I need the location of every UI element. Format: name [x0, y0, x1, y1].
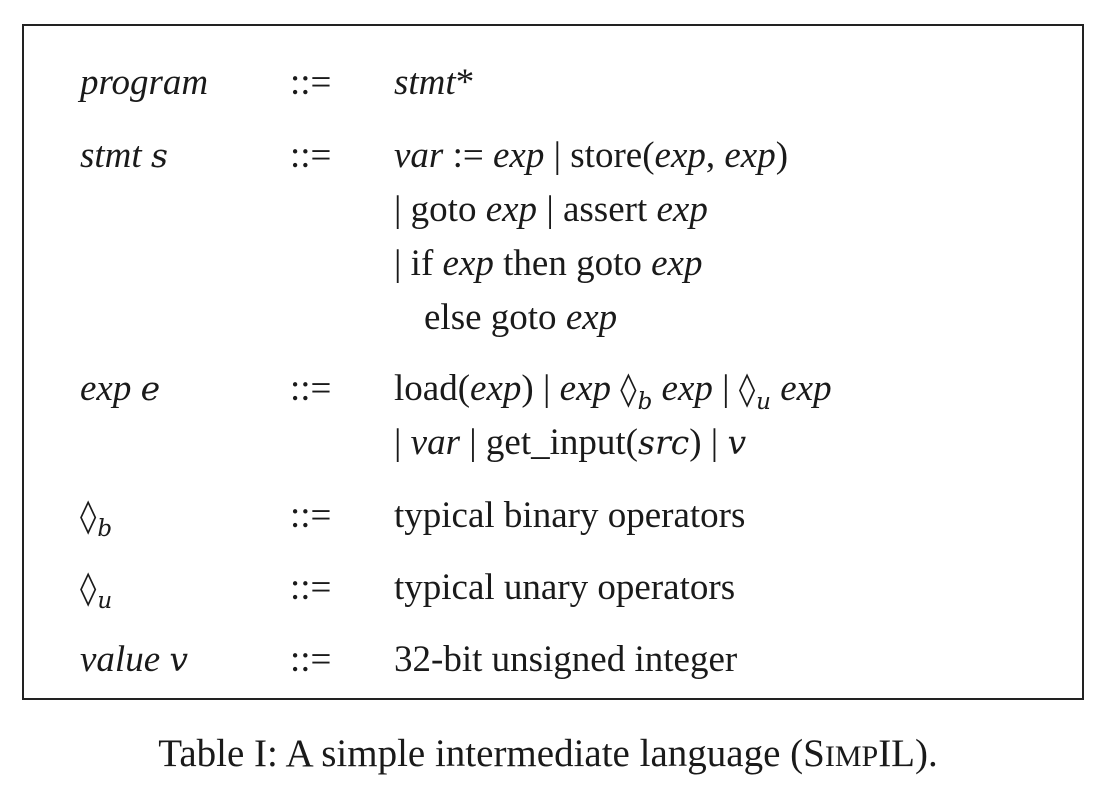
- grammar-table: program ::= stmt* stmt s ::= var := exp …: [22, 24, 1084, 700]
- diamond-icon: ◊: [80, 496, 97, 535]
- diamond-icon: ◊: [80, 568, 97, 607]
- exp: exp: [485, 189, 538, 230]
- alt-bar: |: [394, 189, 411, 230]
- definition-symbol: ::=: [290, 368, 332, 409]
- assign-op: :=: [443, 135, 493, 176]
- table-caption: Table I: A simple intermediate language …: [0, 726, 1096, 785]
- rule-stmt-cont-1: | goto exp | assert exp: [24, 183, 1082, 237]
- close-paren: ): [775, 135, 789, 176]
- binary-subscript: b: [97, 516, 113, 542]
- exp: exp: [565, 297, 618, 338]
- stmt-name: stmt: [80, 135, 142, 176]
- exp: exp: [654, 135, 706, 176]
- exp: exp: [559, 368, 611, 409]
- alt-bar: |: [537, 189, 563, 230]
- alt-bar: |: [394, 422, 411, 463]
- definition-symbol: ::=: [290, 567, 332, 608]
- nonterminal-binop: ◊b: [80, 489, 112, 547]
- exp: exp: [442, 243, 494, 284]
- rule-stmt-cont-3: else goto exp: [24, 291, 1082, 345]
- binop-description: typical binary operators: [394, 495, 746, 536]
- get-input-keyword: get_input(: [485, 422, 639, 463]
- rule-value: value v ::= 32-bit unsigned integer: [24, 633, 1082, 687]
- exp-line-1: load(exp) | exp ◊b exp | ◊u exp: [394, 362, 832, 420]
- close-paren: ): [521, 368, 534, 409]
- var: var: [394, 135, 444, 176]
- alt-bar: |: [460, 422, 486, 463]
- caption-smallcaps-imp: IMP: [824, 740, 879, 773]
- value-metavar: v: [727, 423, 747, 462]
- exp: exp: [661, 368, 713, 409]
- nonterminal-exp: exp e: [80, 362, 160, 416]
- definition-symbol: ::=: [290, 639, 332, 680]
- stmt-metavar: s: [150, 136, 168, 175]
- exp: exp: [656, 189, 708, 230]
- goto-keyword: goto: [410, 189, 486, 230]
- definition-symbol: ::=: [290, 135, 332, 176]
- stmt-line-2: | goto exp | assert exp: [394, 183, 708, 237]
- rhs-stmt: stmt: [394, 62, 456, 103]
- definition-symbol: ::=: [290, 495, 332, 536]
- value-metavar: v: [169, 640, 189, 679]
- unary-subscript: u: [97, 588, 113, 614]
- stmt-line-1: var := exp | store(exp, exp): [394, 129, 788, 183]
- diamond-icon: ◊: [738, 369, 756, 408]
- rule-binop: ◊b ::= typical binary operators: [24, 489, 1082, 543]
- rule-unop: ◊u ::= typical unary operators: [24, 561, 1082, 615]
- rule-stmt-cont-2: | if exp then goto exp: [24, 237, 1082, 291]
- load-keyword: load(: [394, 368, 471, 409]
- comma: ,: [705, 135, 725, 176]
- diamond-icon: ◊: [620, 369, 637, 408]
- rule-exp-cont: | var | get_input(src) | v: [24, 416, 1082, 470]
- caption-text: Table I: A simple intermediate language …: [158, 732, 804, 775]
- binary-subscript: b: [637, 389, 653, 415]
- alt-bar: |: [394, 243, 411, 284]
- then-goto-keyword: then goto: [493, 243, 652, 284]
- caption-il: IL: [878, 732, 915, 775]
- value-name: value: [80, 639, 161, 680]
- close-paren: ): [689, 422, 702, 463]
- else-goto-keyword: else goto: [424, 297, 566, 338]
- assert-keyword: assert: [562, 189, 657, 230]
- rule-stmt: stmt s ::= var := exp | store(exp, exp): [24, 129, 1082, 183]
- nonterminal-stmt: stmt s: [80, 129, 168, 183]
- definition-symbol: ::=: [290, 62, 332, 103]
- store-keyword: store(: [570, 135, 655, 176]
- rule-program-rhs: stmt*: [394, 56, 474, 110]
- exp: exp: [724, 135, 776, 176]
- exp: exp: [470, 368, 522, 409]
- unop-description: typical unary operators: [394, 567, 736, 608]
- var: var: [410, 422, 460, 463]
- src-metavar: src: [638, 423, 690, 462]
- nonterminal-program: program: [80, 62, 209, 103]
- if-keyword: if: [410, 243, 443, 284]
- nonterminal-unop: ◊u: [80, 561, 112, 619]
- stmt-line-4: else goto exp: [394, 291, 617, 345]
- exp-line-2: | var | get_input(src) | v: [394, 416, 746, 470]
- alt-bar: |: [533, 368, 560, 409]
- alt-bar: |: [712, 368, 739, 409]
- unary-subscript: u: [756, 389, 771, 415]
- value-description: 32-bit unsigned integer: [394, 639, 738, 680]
- rule-program: program ::= stmt*: [24, 56, 1082, 110]
- exp: exp: [492, 135, 545, 176]
- exp: exp: [651, 243, 703, 284]
- alt-bar: |: [544, 135, 571, 176]
- exp-metavar: e: [140, 369, 161, 408]
- exp-name: exp: [80, 368, 132, 409]
- stmt-line-3: | if exp then goto exp: [394, 237, 702, 291]
- nonterminal-value: value v: [80, 633, 188, 687]
- rule-exp: exp e ::= load(exp) | exp ◊b exp | ◊u ex…: [24, 362, 1082, 416]
- alt-bar: |: [701, 422, 728, 463]
- caption-smallcaps-s: S: [803, 732, 825, 775]
- exp: exp: [780, 368, 832, 409]
- caption-suffix: ).: [915, 732, 938, 775]
- kleene-star: *: [455, 62, 475, 103]
